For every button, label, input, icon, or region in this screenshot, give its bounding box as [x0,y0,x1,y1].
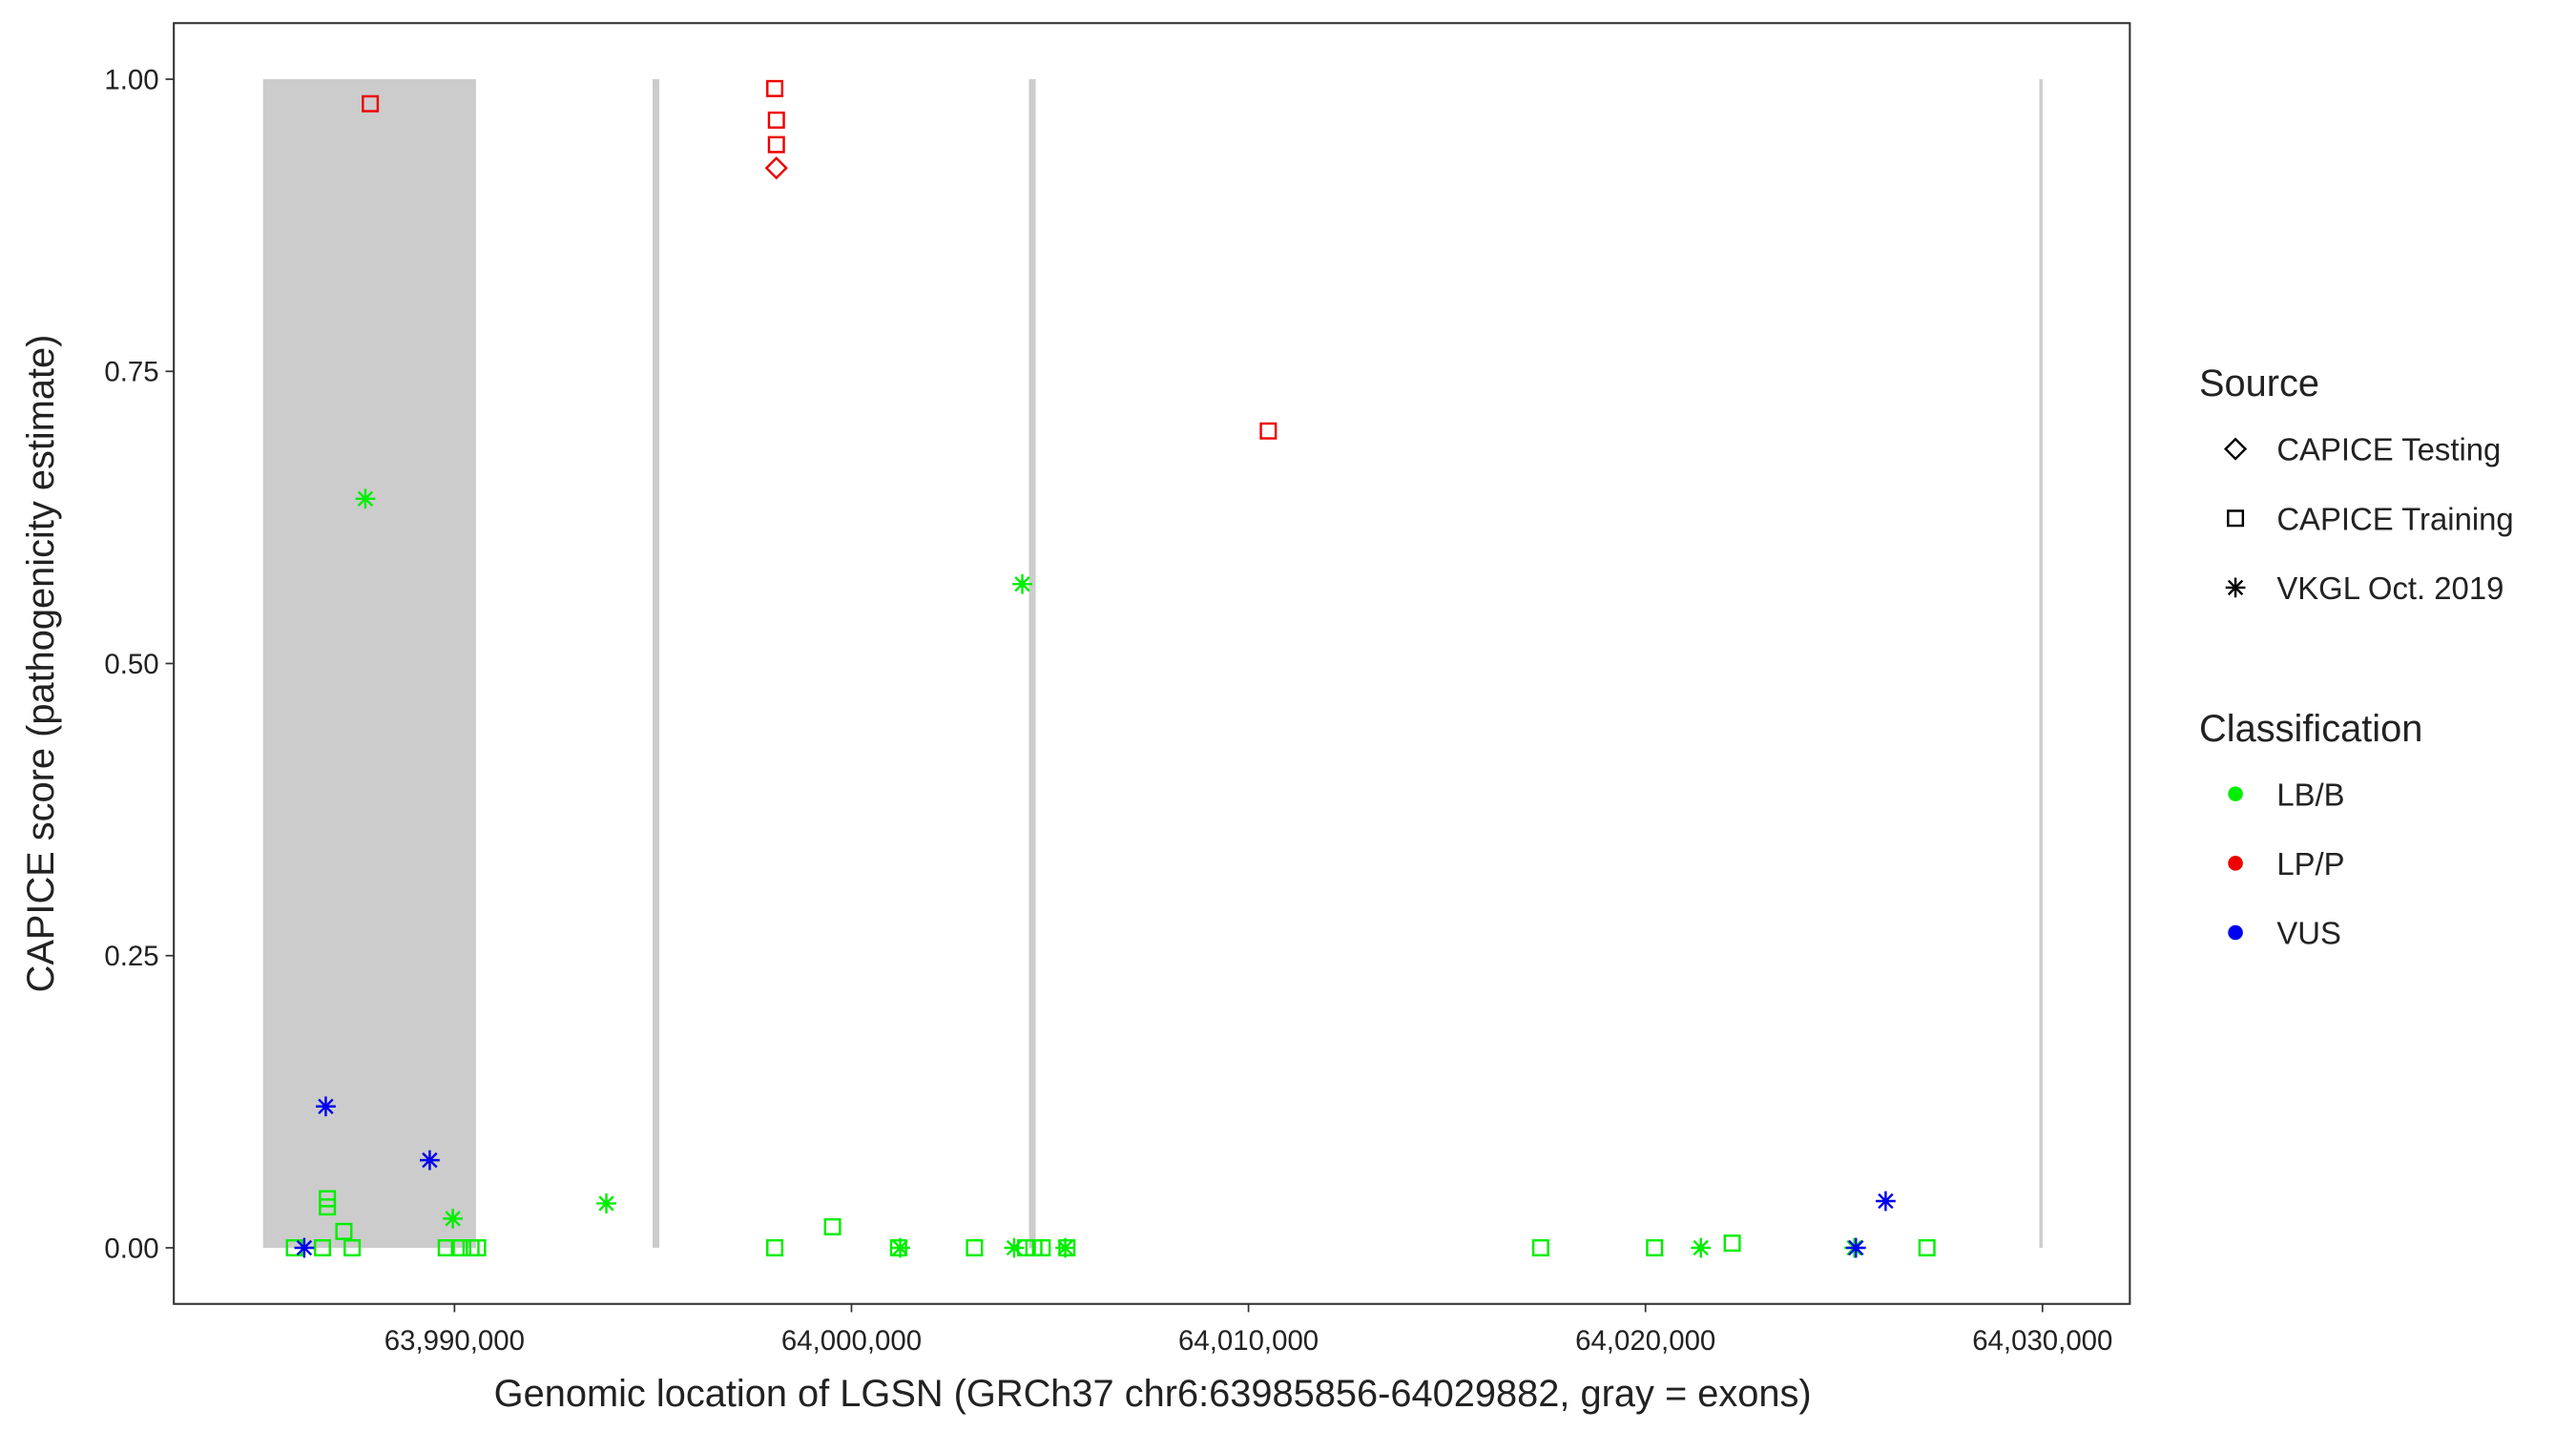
exon [1028,79,1036,1248]
point [313,1238,331,1256]
exon [2039,79,2043,1248]
y-tick-label: 0.00 [104,1233,158,1264]
point [1055,1237,1075,1258]
point [437,1238,455,1256]
point [316,1096,336,1117]
legend-key [2228,924,2243,941]
legend-key [2227,509,2245,528]
x-axis-label: Genomic location of LGSN (GRCh37 chr6:63… [494,1373,1812,1415]
point [1033,1238,1051,1256]
point [1845,1237,1866,1258]
point [1723,1234,1741,1253]
point [966,1238,984,1256]
point [890,1237,910,1258]
point [1012,573,1032,594]
point [1646,1238,1664,1256]
point [420,1150,440,1171]
point [450,1238,468,1256]
point [362,94,380,113]
point [766,1238,784,1256]
legend-label: CAPICE Testing [2276,432,2501,467]
point [767,111,785,129]
legend-label: LP/P [2276,846,2344,881]
exon [653,79,660,1248]
legend-label: VUS [2276,916,2341,951]
y-tick-label: 0.25 [104,941,158,972]
x-tick-label: 64,010,000 [1178,1325,1319,1357]
point [294,1237,315,1258]
point [1876,1191,1896,1212]
point [1058,1238,1076,1256]
point [823,1217,841,1235]
point [343,1238,362,1256]
y-tick-label: 0.50 [104,649,158,680]
point [468,1238,487,1256]
legend-label: LB/B [2276,777,2344,812]
point [355,488,376,509]
point [889,1238,907,1256]
legend-key [2228,856,2243,871]
point [1531,1238,1549,1256]
point [1004,1237,1025,1258]
exon [262,79,476,1248]
point [764,156,788,180]
legend-title: Classification [2199,708,2422,750]
legend-key [2223,437,2248,461]
point [1691,1237,1712,1258]
legend-label: VKGL Oct. 2019 [2276,570,2503,606]
point [335,1222,353,1240]
x-tick-label: 64,030,000 [1972,1325,2112,1357]
point [443,1208,464,1229]
legend-key [2228,786,2243,801]
point [596,1193,616,1213]
x-tick-label: 63,990,000 [384,1325,525,1357]
y-tick-label: 0.75 [104,357,158,388]
legend-key [2225,577,2246,598]
legend-title: Source [2199,363,2319,404]
y-tick-label: 1.00 [104,64,158,95]
point [319,1198,337,1216]
point [1259,422,1278,440]
y-axis-label: CAPICE score (pathogenicity estimate) [20,335,62,993]
x-tick-label: 64,000,000 [781,1325,922,1357]
point [767,135,785,154]
legend-label: CAPICE Training [2276,501,2513,536]
point [766,79,784,97]
x-tick-label: 64,020,000 [1575,1325,1715,1357]
point [1918,1238,1936,1256]
